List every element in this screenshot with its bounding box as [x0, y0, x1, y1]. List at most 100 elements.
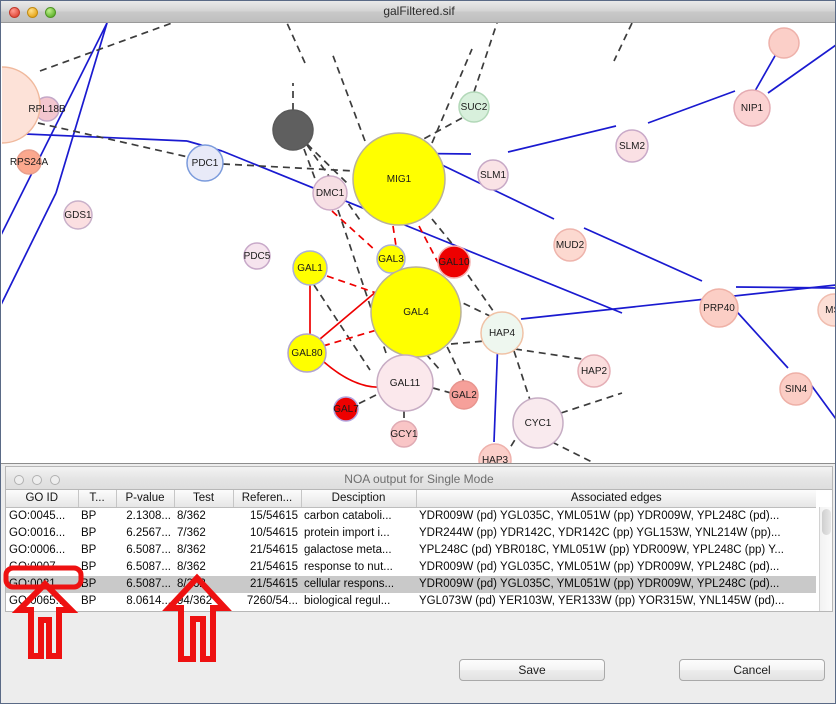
network-node-gds1[interactable] [63, 200, 93, 230]
cell-p-value: 6.5087... [116, 575, 174, 593]
table-row[interactable]: GO:0065... BP 8.0614... 94/362 7260/54... bio… [6, 593, 816, 610]
edge-pd [450, 340, 486, 345]
network-node-cyc1[interactable] [512, 397, 564, 449]
network-node-slm1[interactable] [477, 159, 509, 191]
edge-highlight [418, 225, 446, 277]
edge-pp [735, 286, 835, 289]
scrollbar-thumb[interactable] [822, 509, 831, 535]
cell-go-id: GO:0006... [9, 543, 66, 556]
close-button[interactable] [9, 7, 20, 18]
cell-test: 8/362 [177, 543, 206, 556]
network-node-gal2[interactable] [449, 380, 479, 410]
edge-pp [55, 23, 108, 194]
results-table-container[interactable]: GO ID T... P-value Test Referen... Desci… [5, 489, 833, 612]
network-node-hap3[interactable] [478, 443, 512, 463]
table-row[interactable]: GO:0006... BP 6.5087... 8/362 21/54615 galact… [6, 542, 816, 559]
noa-zoom-button[interactable] [50, 475, 60, 485]
network-node-dmc1[interactable] [312, 175, 348, 211]
network-node-suc2[interactable] [458, 91, 490, 123]
network-node-hap4[interactable] [480, 311, 524, 355]
network-node-slm2[interactable] [615, 129, 649, 163]
edge-pd [306, 144, 363, 224]
cell-reference: 21/54615 [233, 575, 301, 593]
table-row[interactable]: GO:0007... BP 6.5087... 8/362 21/54615 respon… [6, 559, 816, 576]
network-node-msi[interactable] [817, 293, 836, 327]
results-table-scrollbar[interactable] [819, 507, 832, 611]
network-node-nip1[interactable] [733, 89, 771, 127]
cell-p-value: 6.5087... [126, 543, 171, 556]
edge-highlight [319, 284, 385, 340]
cell-p-value: 1.3324... [116, 610, 174, 612]
cell-p-value: 6.2567... [126, 526, 171, 539]
window-title: galFiltered.sif [383, 4, 455, 18]
cell-associated-edges: YPL248C (pd) YBR018C, YML051W (pp) YDR00… [419, 543, 785, 556]
cell-reference: 15/54615 [250, 509, 298, 522]
table-row[interactable]: GO:0031...BP1.3324...11/362105/546...res… [6, 610, 816, 612]
network-node-gal4[interactable] [370, 266, 462, 358]
network-node-gal3[interactable] [376, 244, 406, 274]
network-view[interactable]: .e-pp { stroke: #1a1ad0; stroke-width: 1… [2, 23, 836, 463]
network-node-hap2[interactable] [577, 354, 611, 388]
network-node-gal7[interactable] [333, 396, 359, 422]
cell-associated-edges: YGL073W (pd) YER103W, YER133W (pp) YOR31… [419, 594, 785, 607]
network-node-gal80[interactable] [287, 333, 327, 373]
network-node-pdc1[interactable] [186, 144, 224, 182]
column-header-reference[interactable]: Referen... [233, 490, 302, 508]
noa-close-button[interactable] [14, 475, 24, 485]
cell-desciption: protein import i... [304, 526, 390, 539]
edge-pd [313, 284, 371, 371]
table-row[interactable]: GO:0045... BP 2.1308... 8/362 15/54615 carbon… [6, 507, 816, 525]
edge-pd [286, 23, 306, 64]
network-node-pdc5[interactable] [243, 242, 271, 270]
column-header-test[interactable]: Test [174, 490, 234, 508]
network-node-rps24a[interactable] [16, 149, 42, 175]
cell-test: 8/362 [177, 560, 206, 573]
cell-go-id: GO:0007... [9, 560, 66, 573]
edge-pd [431, 48, 473, 144]
noa-minimize-button[interactable] [32, 475, 42, 485]
column-header-p-value[interactable]: P-value [116, 490, 175, 508]
cell-associated-edges: YDR009W (pd) YGL035C, YML051W (pp) YDR00… [416, 575, 816, 593]
edge-highlight [322, 328, 381, 347]
network-node-prp40[interactable] [699, 288, 739, 328]
network-node-gal1[interactable] [292, 250, 328, 286]
network-node-unlabeled-2[interactable] [2, 66, 41, 144]
table-header-row: GO ID T... P-value Test Referen... Desci… [6, 490, 816, 508]
cell-type: BP [81, 526, 97, 539]
edge-pp [520, 284, 835, 320]
table-row[interactable]: GO:0016... BP 6.2567... 7/362 10/54615 protei… [6, 525, 816, 542]
table-row[interactable]: GO:0031... BP 6.5087... 8/362 21/54615 cellul… [6, 575, 816, 593]
cancel-button[interactable]: Cancel [679, 659, 825, 681]
cell-test: 11/362 [174, 610, 233, 612]
network-node-sin4[interactable] [779, 372, 813, 406]
network-node-gcy1[interactable] [390, 420, 418, 448]
edge-pp [2, 23, 108, 235]
column-header-desciption[interactable]: Desciption [301, 490, 417, 508]
cell-type: BP [81, 594, 97, 607]
network-graph[interactable]: .e-pp { stroke: #1a1ad0; stroke-width: 1… [2, 23, 836, 463]
edge-pd [441, 335, 465, 383]
window-title-bar: galFiltered.sif [1, 1, 835, 23]
minimize-button[interactable] [27, 7, 38, 18]
edge-pd [431, 218, 455, 247]
edge-pp [728, 302, 789, 369]
cell-desciption: galactose meta... [304, 543, 392, 556]
table-body[interactable]: GO:0045... BP 2.1308... 8/362 15/54615 carbon… [6, 507, 816, 612]
network-node-unlabeled-6[interactable] [272, 109, 314, 151]
network-node-unlabeled-30[interactable] [768, 27, 800, 59]
edge-pp [2, 192, 57, 305]
network-node-gal11[interactable] [376, 354, 434, 412]
edge-pd [551, 441, 595, 463]
save-button[interactable]: Save [459, 659, 605, 681]
column-header-go-id[interactable]: GO ID [6, 490, 79, 508]
network-node-mud2[interactable] [553, 228, 587, 262]
edge-pd [514, 348, 583, 360]
zoom-button[interactable] [45, 7, 56, 18]
nodes-layer[interactable] [2, 27, 836, 463]
network-node-gal10[interactable] [437, 245, 471, 279]
column-header-type[interactable]: T... [78, 490, 117, 508]
column-header-associated-edges[interactable]: Associated edges [416, 490, 816, 508]
results-table[interactable]: GO ID T... P-value Test Referen... Desci… [6, 490, 816, 612]
edge-pd [613, 23, 633, 62]
network-node-mig1[interactable] [352, 132, 446, 226]
